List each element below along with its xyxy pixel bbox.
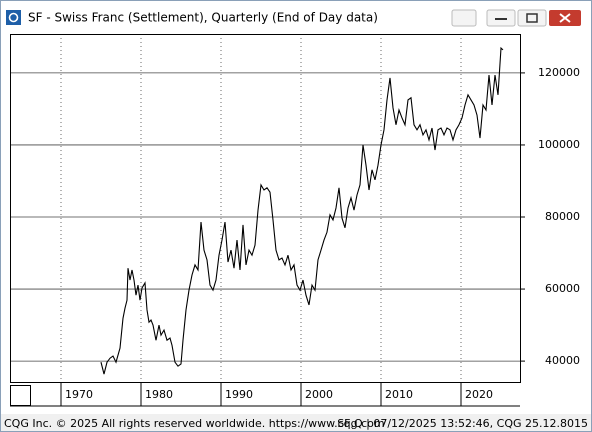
y-tick-label: 80000 — [545, 210, 580, 223]
y-tick-label: 60000 — [545, 282, 580, 295]
y-tick-label: 120000 — [538, 66, 580, 79]
maximize-button[interactable] — [517, 9, 547, 27]
plot-area — [10, 34, 520, 382]
y-tick-label: 40000 — [545, 354, 580, 367]
close-glyph — [559, 13, 571, 23]
x-tick-label: 1980 — [145, 388, 173, 401]
status-bar — [1, 414, 591, 431]
window-title: SF - Swiss Franc (Settlement), Quarterly… — [28, 11, 378, 25]
footer-right: SF,Q | 07/12/2025 13:52:46, CQG 25.12.80… — [337, 417, 588, 430]
pin-button[interactable] — [451, 9, 477, 27]
x-tick-label: 1970 — [65, 388, 93, 401]
x-tick-label: 2000 — [305, 388, 333, 401]
app-icon — [6, 10, 21, 25]
x-tick-label: 2020 — [465, 388, 493, 401]
footer-left: CQG Inc. © 2025 All rights reserved worl… — [4, 417, 385, 430]
x-tick-label: 2010 — [385, 388, 413, 401]
price-line — [100, 46, 504, 375]
maximize-glyph — [526, 13, 538, 23]
app-icon-glyph — [8, 12, 19, 23]
plot: 40000 60000 80000 100000 120000 1970 1980 1990 2… — [10, 34, 580, 407]
x-tick-label: 1990 — [225, 388, 253, 401]
corner-box — [10, 385, 31, 406]
y-tick-label: 100000 — [538, 138, 580, 151]
plot-border — [10, 34, 521, 383]
